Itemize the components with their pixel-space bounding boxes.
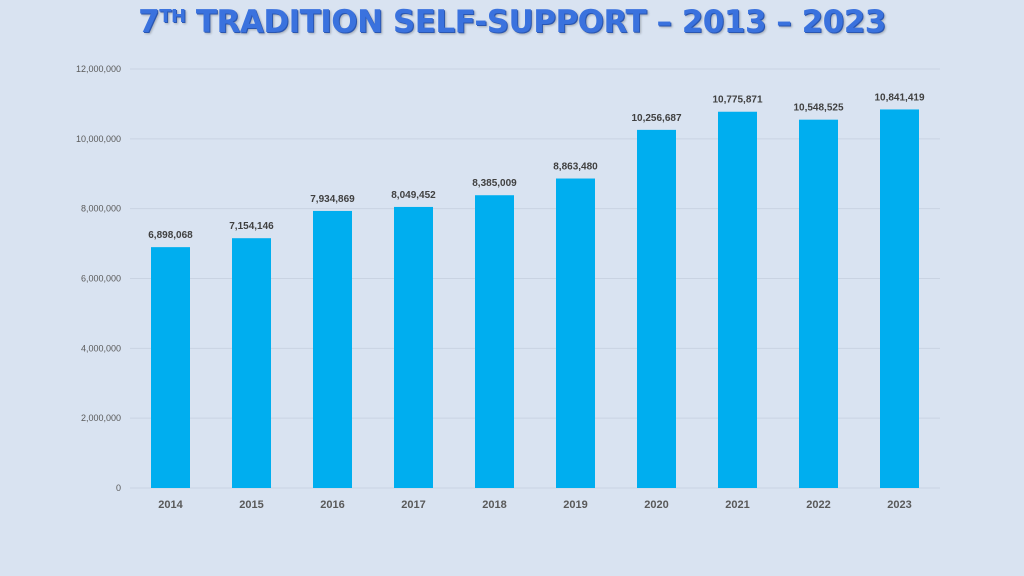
y-tick-label: 12,000,000 bbox=[76, 64, 121, 74]
data-label: 6,898,068 bbox=[148, 230, 193, 241]
data-label: 7,934,869 bbox=[310, 194, 355, 205]
data-label: 10,775,871 bbox=[712, 95, 762, 106]
data-label: 8,385,009 bbox=[472, 178, 517, 189]
y-tick-label: 8,000,000 bbox=[81, 204, 121, 214]
x-tick-label: 2015 bbox=[239, 499, 263, 511]
x-tick-label: 2022 bbox=[806, 499, 830, 511]
data-label: 10,256,687 bbox=[631, 113, 681, 124]
bar bbox=[799, 119, 838, 489]
bar bbox=[637, 129, 676, 489]
y-tick-label: 10,000,000 bbox=[76, 134, 121, 144]
x-tick-label: 2023 bbox=[887, 499, 911, 511]
y-tick-label: 4,000,000 bbox=[81, 343, 121, 353]
x-tick-label: 2016 bbox=[320, 499, 344, 511]
bar bbox=[880, 109, 919, 488]
y-tick-label: 6,000,000 bbox=[81, 274, 121, 284]
x-tick-label: 2017 bbox=[401, 499, 425, 511]
x-tick-label: 2019 bbox=[563, 499, 587, 511]
bar bbox=[394, 206, 433, 488]
bar bbox=[556, 178, 595, 488]
title-prefix: 7 bbox=[138, 4, 160, 40]
data-label: 7,154,146 bbox=[229, 221, 274, 232]
data-label: 10,841,419 bbox=[874, 92, 924, 103]
x-tick-label: 2018 bbox=[482, 499, 506, 511]
data-label: 8,863,480 bbox=[553, 162, 598, 173]
x-tick-label: 2020 bbox=[644, 499, 668, 511]
x-tick-label: 2014 bbox=[158, 499, 183, 511]
bar bbox=[232, 238, 271, 488]
x-tick-label: 2021 bbox=[725, 499, 749, 511]
bar bbox=[151, 247, 190, 488]
y-tick-label: 0 bbox=[116, 483, 121, 493]
data-label: 10,548,525 bbox=[793, 103, 843, 114]
bar bbox=[313, 210, 352, 488]
title-main: TRADITION SELF-SUPPORT – 2013 – 2023 bbox=[185, 4, 887, 40]
y-tick-label: 2,000,000 bbox=[81, 413, 121, 423]
chart-title: 7TH TRADITION SELF-SUPPORT – 2013 – 2023 bbox=[0, 4, 1024, 40]
data-label: 8,049,452 bbox=[391, 190, 436, 201]
title-superscript: TH bbox=[159, 6, 186, 27]
bar bbox=[718, 111, 757, 489]
bar bbox=[475, 195, 514, 488]
